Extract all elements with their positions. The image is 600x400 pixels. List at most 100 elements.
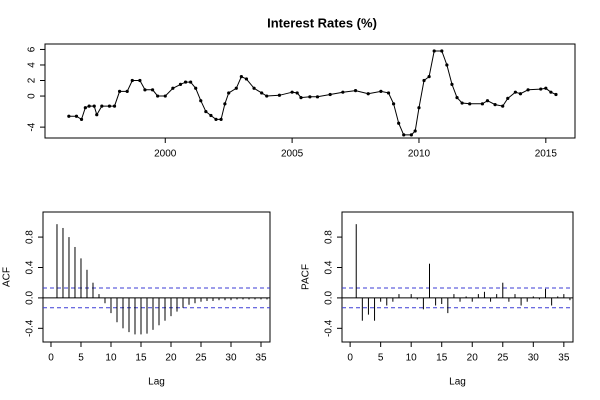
series-line bbox=[68, 50, 557, 136]
x-tick-label: 0 bbox=[48, 353, 54, 364]
data-point bbox=[397, 121, 401, 125]
x-tick-label: 0 bbox=[347, 353, 353, 364]
data-point bbox=[107, 104, 112, 108]
data-point bbox=[260, 91, 264, 95]
x-tick-label: 15 bbox=[436, 353, 448, 364]
data-point bbox=[341, 90, 345, 94]
plot-frame bbox=[44, 43, 576, 139]
data-point bbox=[539, 87, 543, 91]
data-point bbox=[171, 86, 175, 90]
data-point bbox=[460, 101, 464, 105]
data-point bbox=[501, 104, 505, 108]
data-point bbox=[156, 94, 160, 98]
data-point bbox=[252, 86, 256, 90]
x-tick-label: 30 bbox=[528, 353, 540, 364]
data-point bbox=[468, 102, 472, 106]
data-point bbox=[117, 89, 122, 93]
data-point bbox=[440, 49, 444, 53]
x-tick-label: 35 bbox=[255, 353, 267, 364]
data-point bbox=[67, 114, 71, 118]
y-tick-label: -4 bbox=[27, 122, 38, 131]
data-point bbox=[445, 63, 449, 67]
data-point bbox=[194, 86, 198, 90]
data-point bbox=[450, 82, 454, 86]
data-point bbox=[125, 89, 129, 93]
data-point bbox=[95, 113, 99, 117]
data-point bbox=[239, 75, 243, 79]
x-tick-label: 5 bbox=[378, 353, 384, 364]
y-tick-label: -0.4 bbox=[25, 319, 36, 337]
data-point bbox=[353, 89, 358, 93]
data-point bbox=[402, 133, 406, 137]
x-tick-label: 2000 bbox=[154, 149, 177, 160]
x-tick-label: 2015 bbox=[535, 149, 558, 160]
data-point bbox=[427, 75, 431, 79]
y-tick-label: 0.0 bbox=[25, 291, 36, 305]
data-point bbox=[485, 99, 490, 103]
data-point bbox=[143, 88, 147, 92]
x-tick-label: 25 bbox=[497, 353, 509, 364]
x-tick-label: 20 bbox=[165, 353, 177, 364]
y-tick-label: 0.4 bbox=[324, 260, 335, 274]
data-point bbox=[295, 91, 299, 95]
y-tick-label: 0 bbox=[27, 93, 38, 99]
data-point bbox=[112, 104, 117, 108]
data-point bbox=[87, 104, 91, 108]
data-point bbox=[315, 95, 320, 99]
data-point bbox=[379, 89, 383, 93]
x-axis-label: Lag bbox=[148, 377, 165, 388]
data-point bbox=[265, 94, 269, 98]
data-point bbox=[422, 78, 426, 83]
data-point bbox=[183, 80, 188, 84]
data-point bbox=[189, 80, 193, 84]
data-point bbox=[299, 96, 303, 100]
data-point bbox=[150, 88, 155, 92]
data-point bbox=[214, 117, 218, 121]
y-tick-label: -0.4 bbox=[324, 319, 335, 337]
data-point bbox=[417, 106, 421, 110]
y-tick-label: 0.0 bbox=[324, 291, 335, 305]
x-tick-label: 30 bbox=[225, 353, 237, 364]
x-tick-label: 35 bbox=[558, 353, 570, 364]
x-tick-label: 25 bbox=[195, 353, 207, 364]
data-point bbox=[506, 96, 510, 100]
x-tick-label: 2005 bbox=[281, 149, 304, 160]
x-tick-label: 2010 bbox=[408, 149, 431, 160]
data-point bbox=[204, 109, 208, 114]
data-point bbox=[549, 90, 553, 94]
data-point bbox=[277, 93, 282, 97]
data-point bbox=[554, 92, 558, 97]
plot-frame bbox=[341, 211, 574, 343]
y-tick-label: 6 bbox=[27, 46, 38, 52]
x-axis-label: Lag bbox=[449, 377, 466, 388]
x-tick-label: 10 bbox=[406, 353, 418, 364]
data-point bbox=[366, 92, 370, 96]
data-point bbox=[244, 77, 249, 81]
data-point bbox=[290, 90, 294, 94]
data-point bbox=[455, 96, 459, 100]
data-point bbox=[223, 102, 227, 106]
data-point bbox=[83, 106, 87, 110]
y-tick-label: 4 bbox=[27, 62, 38, 68]
y-tick-label: 0.8 bbox=[25, 230, 36, 244]
data-point bbox=[199, 99, 203, 103]
data-point bbox=[391, 102, 396, 106]
y-tick-label: 0.4 bbox=[25, 260, 36, 274]
data-point bbox=[518, 92, 523, 96]
data-point bbox=[227, 91, 231, 95]
plot-frame bbox=[42, 211, 271, 343]
x-tick-label: 20 bbox=[467, 353, 479, 364]
data-point bbox=[432, 49, 436, 53]
data-point bbox=[513, 90, 517, 94]
chart-title: Interest Rates (%) bbox=[267, 15, 377, 30]
x-tick-label: 10 bbox=[105, 353, 117, 364]
y-tick-label: 0.8 bbox=[324, 230, 335, 244]
data-point bbox=[409, 133, 413, 137]
data-point bbox=[92, 104, 96, 108]
data-point bbox=[413, 129, 417, 133]
data-point bbox=[544, 86, 548, 90]
data-point bbox=[328, 92, 332, 97]
data-point bbox=[526, 88, 530, 92]
